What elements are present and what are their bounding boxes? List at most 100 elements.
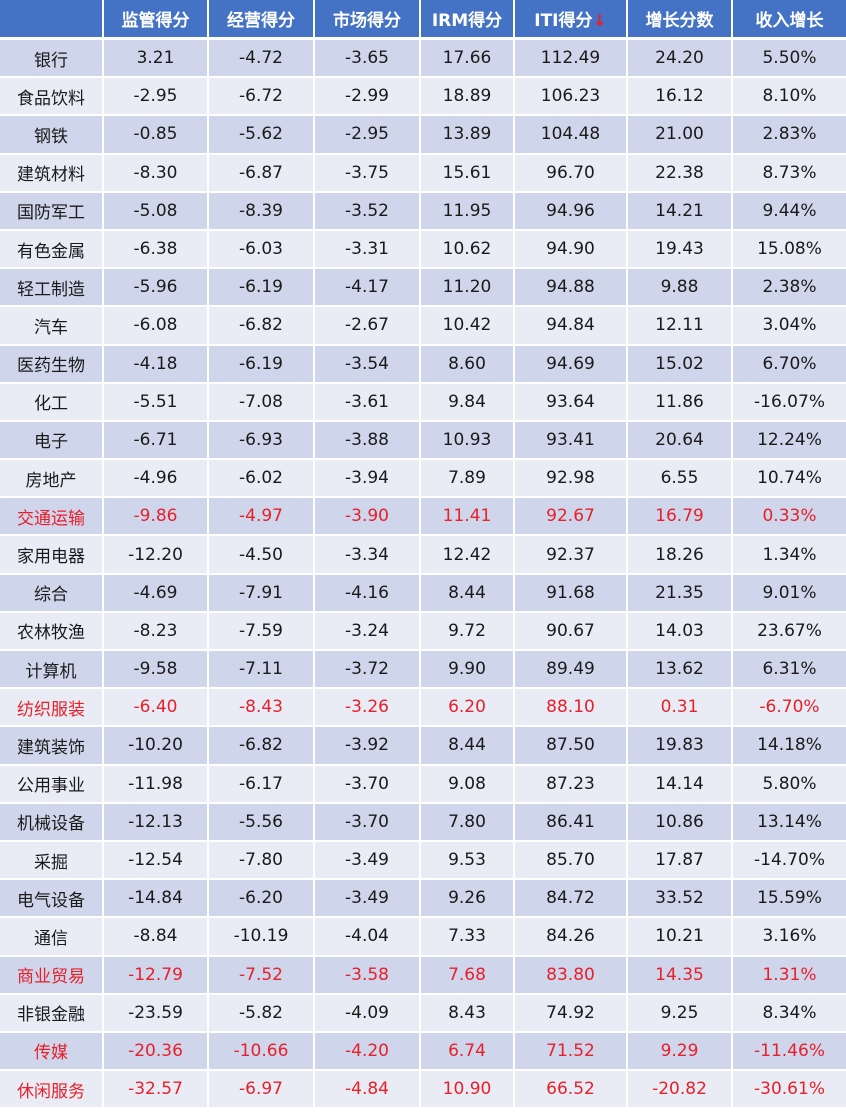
table-row: 国防军工 -5.08 -8.39 -3.52 11.95 94.96 14.21 9.44% bbox=[0, 192, 846, 231]
cell-growth-score: -20.82 bbox=[628, 1071, 733, 1110]
cell-regulatory-score: -12.20 bbox=[104, 536, 209, 575]
cell-operating-score: -5.56 bbox=[209, 803, 315, 842]
cell-operating-score: -6.82 bbox=[209, 307, 315, 346]
cell-industry: 建筑装饰 bbox=[0, 727, 104, 766]
header-irm-score[interactable]: IRM得分 bbox=[421, 0, 515, 40]
cell-growth-score: 21.35 bbox=[628, 574, 733, 613]
cell-irm-score: 6.20 bbox=[421, 689, 515, 728]
cell-regulatory-score: -6.71 bbox=[104, 421, 209, 461]
cell-growth-score: 22.38 bbox=[628, 154, 733, 193]
cell-market-score: -3.72 bbox=[315, 651, 421, 690]
cell-irm-score: 8.44 bbox=[421, 727, 515, 766]
cell-industry: 轻工制造 bbox=[0, 269, 104, 308]
cell-operating-score: -10.19 bbox=[209, 918, 315, 957]
cell-industry: 房地产 bbox=[0, 460, 104, 499]
table-row: 医药生物 -4.18 -6.19 -3.54 8.60 94.69 15.02 6.70% bbox=[0, 345, 846, 384]
cell-regulatory-score: -4.96 bbox=[104, 460, 209, 499]
cell-market-score: -3.34 bbox=[315, 536, 421, 575]
cell-regulatory-score: -11.98 bbox=[104, 765, 209, 804]
table-row: 传媒 -20.36 -10.66 -4.20 6.74 71.52 9.29 -11.46% bbox=[0, 1032, 846, 1072]
cell-growth-score: 10.86 bbox=[628, 803, 733, 842]
cell-revenue-growth: 8.34% bbox=[733, 994, 846, 1033]
cell-iti-score: 74.92 bbox=[515, 994, 628, 1033]
cell-operating-score: -6.19 bbox=[209, 345, 315, 384]
cell-operating-score: -6.02 bbox=[209, 460, 315, 499]
cell-iti-score: 93.41 bbox=[515, 421, 628, 461]
cell-market-score: -3.92 bbox=[315, 727, 421, 766]
cell-iti-score: 89.49 bbox=[515, 651, 628, 690]
header-market-score[interactable]: 市场得分 bbox=[315, 0, 421, 40]
table-row: 电气设备 -14.84 -6.20 -3.49 9.26 84.72 33.52 15.59% bbox=[0, 880, 846, 919]
cell-industry: 农林牧渔 bbox=[0, 612, 104, 651]
cell-operating-score: -7.80 bbox=[209, 841, 315, 881]
cell-regulatory-score: -8.84 bbox=[104, 918, 209, 957]
table-row: 综合 -4.69 -7.91 -4.16 8.44 91.68 21.35 9.01% bbox=[0, 574, 846, 613]
cell-industry: 传媒 bbox=[0, 1032, 104, 1072]
cell-revenue-growth: -14.70% bbox=[733, 841, 846, 881]
cell-iti-score: 87.23 bbox=[515, 765, 628, 804]
table-row: 计算机 -9.58 -7.11 -3.72 9.90 89.49 13.62 6.31% bbox=[0, 651, 846, 690]
cell-irm-score: 9.72 bbox=[421, 612, 515, 651]
cell-revenue-growth: 3.04% bbox=[733, 307, 846, 346]
cell-iti-score: 112.49 bbox=[515, 40, 628, 79]
header-iti-score[interactable]: ITI得分↓ bbox=[515, 0, 628, 40]
cell-iti-score: 96.70 bbox=[515, 154, 628, 193]
header-operating-score[interactable]: 经营得分 bbox=[209, 0, 315, 40]
cell-market-score: -4.16 bbox=[315, 574, 421, 613]
table-row: 商业贸易 -12.79 -7.52 -3.58 7.68 83.80 14.35 1.31% bbox=[0, 956, 846, 995]
cell-regulatory-score: -0.85 bbox=[104, 116, 209, 155]
cell-growth-score: 19.43 bbox=[628, 230, 733, 270]
cell-irm-score: 12.42 bbox=[421, 536, 515, 575]
cell-irm-score: 7.89 bbox=[421, 460, 515, 499]
cell-revenue-growth: -16.07% bbox=[733, 383, 846, 422]
header-regulatory-score[interactable]: 监管得分 bbox=[104, 0, 209, 40]
cell-operating-score: -6.20 bbox=[209, 880, 315, 919]
cell-growth-score: 0.31 bbox=[628, 689, 733, 728]
cell-growth-score: 9.25 bbox=[628, 994, 733, 1033]
cell-operating-score: -5.62 bbox=[209, 116, 315, 155]
cell-growth-score: 24.20 bbox=[628, 40, 733, 79]
table-row: 化工 -5.51 -7.08 -3.61 9.84 93.64 11.86 -16.07% bbox=[0, 383, 846, 422]
cell-growth-score: 12.11 bbox=[628, 307, 733, 346]
cell-iti-score: 84.72 bbox=[515, 880, 628, 919]
cell-irm-score: 6.74 bbox=[421, 1032, 515, 1072]
cell-iti-score: 92.67 bbox=[515, 498, 628, 537]
table-row: 轻工制造 -5.96 -6.19 -4.17 11.20 94.88 9.88 2.38% bbox=[0, 269, 846, 308]
cell-industry: 通信 bbox=[0, 918, 104, 957]
cell-market-score: -3.52 bbox=[315, 192, 421, 231]
cell-industry: 休闲服务 bbox=[0, 1071, 104, 1110]
cell-growth-score: 18.26 bbox=[628, 536, 733, 575]
cell-growth-score: 17.87 bbox=[628, 841, 733, 881]
cell-revenue-growth: 5.80% bbox=[733, 765, 846, 804]
cell-regulatory-score: -12.13 bbox=[104, 803, 209, 842]
cell-growth-score: 20.64 bbox=[628, 421, 733, 461]
cell-regulatory-score: -5.08 bbox=[104, 192, 209, 231]
header-growth-score[interactable]: 增长分数 bbox=[628, 0, 733, 40]
cell-industry: 公用事业 bbox=[0, 765, 104, 804]
table-row: 钢铁 -0.85 -5.62 -2.95 13.89 104.48 21.00 2.83% bbox=[0, 116, 846, 155]
cell-irm-score: 8.60 bbox=[421, 345, 515, 384]
cell-industry: 商业贸易 bbox=[0, 956, 104, 995]
cell-market-score: -3.65 bbox=[315, 40, 421, 79]
cell-regulatory-score: -5.51 bbox=[104, 383, 209, 422]
cell-market-score: -3.54 bbox=[315, 345, 421, 384]
cell-market-score: -2.99 bbox=[315, 78, 421, 117]
cell-operating-score: -6.87 bbox=[209, 154, 315, 193]
table-row: 房地产 -4.96 -6.02 -3.94 7.89 92.98 6.55 10.74% bbox=[0, 460, 846, 499]
cell-operating-score: -6.03 bbox=[209, 230, 315, 270]
cell-industry: 综合 bbox=[0, 574, 104, 613]
cell-market-score: -3.26 bbox=[315, 689, 421, 728]
header-iti-label: ITI得分 bbox=[534, 11, 593, 31]
cell-iti-score: 94.69 bbox=[515, 345, 628, 384]
sort-down-arrow-icon: ↓ bbox=[592, 11, 607, 31]
cell-industry: 电子 bbox=[0, 421, 104, 461]
cell-operating-score: -10.66 bbox=[209, 1032, 315, 1072]
cell-operating-score: -6.82 bbox=[209, 727, 315, 766]
cell-regulatory-score: -12.79 bbox=[104, 956, 209, 995]
header-revenue-growth[interactable]: 收入增长 bbox=[733, 0, 846, 40]
table-row: 采掘 -12.54 -7.80 -3.49 9.53 85.70 17.87 -14.70% bbox=[0, 841, 846, 881]
cell-growth-score: 14.14 bbox=[628, 765, 733, 804]
table-row: 有色金属 -6.38 -6.03 -3.31 10.62 94.90 19.43 15.08% bbox=[0, 230, 846, 270]
cell-iti-score: 93.64 bbox=[515, 383, 628, 422]
